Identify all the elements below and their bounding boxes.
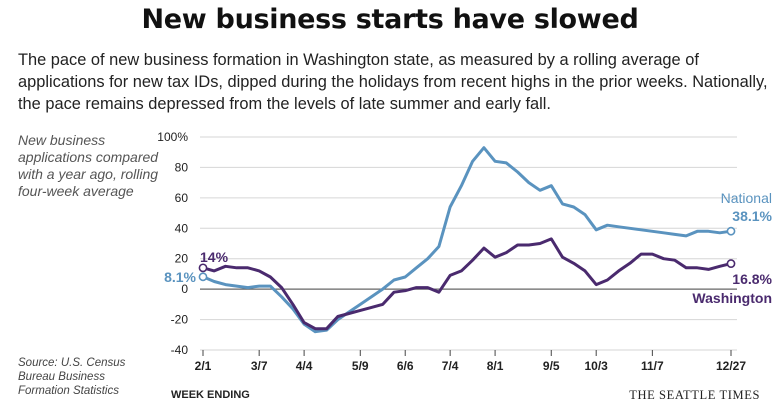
- national-end-value-label: 38.1%: [732, 208, 772, 224]
- y-tick-label: 40: [175, 221, 189, 235]
- y-tick-label: 100%: [157, 130, 188, 144]
- x-axis-title: WEEK ENDING: [171, 389, 250, 401]
- x-tick-label: 8/1: [487, 359, 504, 373]
- national-series-label: National: [721, 190, 772, 206]
- washington-start-label: 14%: [200, 249, 229, 265]
- x-tick-label: 2/1: [195, 359, 212, 373]
- x-tick-label: 10/3: [585, 359, 609, 373]
- national-end-marker: [726, 226, 736, 236]
- national-series-line: [201, 146, 733, 334]
- x-tick-label: 6/6: [397, 359, 414, 373]
- national-start-marker: [198, 272, 208, 282]
- y-tick-label: 20: [175, 252, 189, 266]
- washington-start-marker: [198, 263, 208, 273]
- y-axis-note: New business applications compared with …: [18, 132, 159, 199]
- national-start-label: 8.1%: [164, 269, 196, 285]
- y-tick-label: 80: [175, 160, 189, 174]
- x-tick-label: 9/5: [543, 359, 560, 373]
- y-tick-label: -40: [171, 343, 189, 357]
- y-tick-label: 60: [175, 191, 189, 205]
- y-tick-label: 0: [181, 282, 188, 296]
- x-tick-label: 4/4: [296, 359, 313, 373]
- source-note: Source: U.S. Census Bureau Business Form…: [18, 357, 126, 397]
- x-tick-label: 7/4: [442, 359, 459, 373]
- washington-end-marker: [726, 259, 736, 268]
- washington-series-label: Washington: [692, 290, 772, 306]
- chart-title: New business starts have slowed: [141, 4, 639, 35]
- x-tick-label: 3/7: [251, 359, 268, 373]
- x-tick-label: 5/9: [352, 359, 369, 373]
- publisher-credit: THE SEATTLE TIMES: [629, 388, 760, 402]
- y-tick-label: -20: [171, 313, 189, 327]
- washington-end-value-label: 16.8%: [732, 271, 772, 287]
- x-tick-label: 12/27: [716, 359, 746, 373]
- x-tick-label: 11/7: [641, 359, 664, 373]
- chart-subtitle: The pace of new business formation in Wa…: [18, 51, 768, 113]
- washington-series-line: [201, 237, 733, 331]
